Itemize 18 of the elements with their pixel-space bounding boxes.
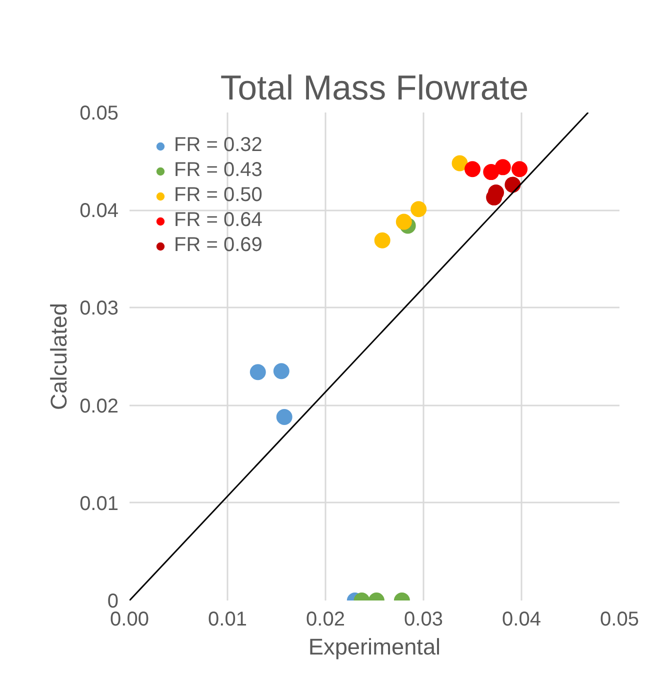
legend-label: FR = 0.64	[174, 209, 262, 232]
x-tick-label: 0.02	[306, 608, 345, 630]
x-tick-label: 0.03	[404, 608, 443, 630]
x-axis-title: Experimental	[308, 634, 441, 660]
y-tick-label: 0.03	[80, 298, 119, 320]
x-tick-label: 0.04	[502, 608, 541, 630]
legend-label: FR = 0.50	[174, 184, 262, 207]
legend-label: FR = 0.32	[174, 134, 262, 157]
legend-label: FR = 0.69	[174, 234, 262, 257]
x-tick-label: 0.05	[600, 608, 639, 630]
y-tick-label: 0.04	[80, 200, 119, 222]
y-tick-label: 0.05	[80, 102, 119, 124]
y-axis-title: Calculated	[46, 302, 72, 410]
y-tick-label: 0.02	[80, 395, 119, 418]
y-tick-label: 0.01	[80, 492, 119, 515]
chart-title: Total Mass Flowrate	[220, 70, 529, 108]
legend-label: FR = 0.43	[174, 159, 262, 182]
x-tick-label: 0.01	[208, 608, 247, 630]
